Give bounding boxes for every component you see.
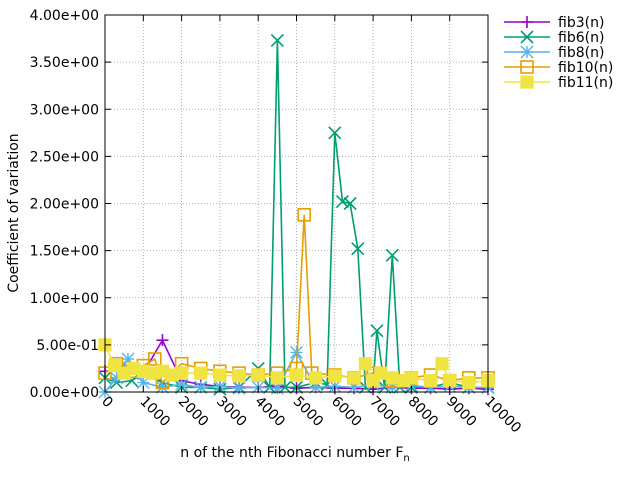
data-point [309, 380, 323, 394]
legend-item: fib10(n) [504, 60, 613, 76]
legend-item: fib8(n) [504, 45, 604, 61]
x-tick-label: 10000 [481, 394, 524, 437]
y-axis-label: Coefficient of variation [6, 133, 22, 292]
data-point [370, 324, 384, 338]
x-tick-label: 3000 [213, 394, 250, 431]
x-axis-label: n of the nth Fibonacci number Fn [180, 445, 409, 464]
y-tick-label: 0.00e+00 [30, 385, 99, 401]
series-fib6n [98, 33, 495, 396]
data-point [156, 334, 169, 347]
data-point [232, 381, 246, 395]
data-point [374, 366, 388, 380]
legend-label: fib6(n) [558, 30, 604, 46]
data-point [358, 357, 373, 371]
data-point [343, 196, 357, 211]
x-tick-label: 6000 [328, 394, 365, 431]
legend-label: fib8(n) [558, 45, 604, 61]
y-tick-label: 1.50e+00 [30, 244, 99, 260]
y-tick-label: 5.00e-01 [36, 338, 99, 354]
data-point [520, 30, 534, 44]
data-point [213, 368, 227, 382]
data-point [251, 368, 265, 382]
data-point [385, 371, 399, 385]
data-point [462, 375, 476, 390]
y-tick-label: 2.00e+00 [30, 197, 99, 213]
data-point [520, 45, 534, 59]
data-point [309, 371, 323, 385]
data-point [520, 75, 534, 89]
legend-label: fib11(n) [558, 75, 613, 91]
data-point [443, 374, 457, 388]
data-point [351, 242, 365, 256]
x-axis-label-main: n of the nth Fibonacci number F [180, 445, 403, 461]
data-point [521, 16, 533, 28]
data-point [121, 352, 135, 366]
data-point [297, 208, 311, 222]
data-point [335, 195, 350, 209]
data-point [423, 374, 438, 388]
series-fib10n [98, 208, 495, 390]
y-tick-label: 3.50e+00 [30, 55, 99, 71]
data-point [347, 371, 361, 385]
data-point [289, 368, 304, 382]
data-point [136, 376, 150, 390]
x-tick-label: 7000 [366, 394, 403, 431]
data-point [155, 380, 169, 394]
x-tick-label: 9000 [443, 394, 480, 431]
data-point [520, 60, 534, 74]
data-point [270, 381, 284, 395]
data-point [194, 380, 208, 394]
legend-item: fib3(n) [504, 15, 604, 31]
data-point [175, 377, 189, 391]
y-tick-label: 3.00e+00 [30, 102, 99, 118]
data-point [404, 378, 418, 392]
legend-label: fib10(n) [558, 60, 613, 76]
data-point [109, 371, 123, 385]
y-tick-label: 4.00e+00 [30, 8, 99, 24]
x-tick-label: 4000 [251, 394, 288, 431]
data-point [290, 345, 303, 359]
x-tick-label: 2000 [175, 394, 212, 431]
data-point [435, 357, 449, 371]
data-point [147, 352, 162, 366]
x-axis-label-subscript: n [403, 453, 409, 464]
series-line [104, 214, 488, 385]
data-point [385, 248, 399, 262]
data-point [328, 126, 342, 140]
data-point [328, 369, 342, 383]
legend-item: fib11(n) [504, 75, 613, 91]
data-point [232, 369, 246, 383]
data-point [175, 366, 189, 380]
x-tick-label: 5000 [290, 394, 327, 431]
x-tick-label: 8000 [405, 394, 442, 431]
x-tick-label: 1000 [136, 394, 173, 431]
y-tick-label: 2.50e+00 [30, 149, 99, 165]
data-point [270, 33, 284, 48]
y-tick-label: 1.00e+00 [30, 291, 99, 307]
legend-label: fib3(n) [558, 15, 604, 31]
data-point [270, 371, 284, 385]
data-point [194, 366, 208, 380]
data-point [347, 380, 361, 394]
legend-item: fib6(n) [504, 30, 604, 46]
legend: fib3(n)fib6(n)fib8(n)fib10(n)fib11(n) [504, 15, 613, 91]
series-fib11n [98, 338, 495, 390]
data-point [404, 371, 418, 385]
